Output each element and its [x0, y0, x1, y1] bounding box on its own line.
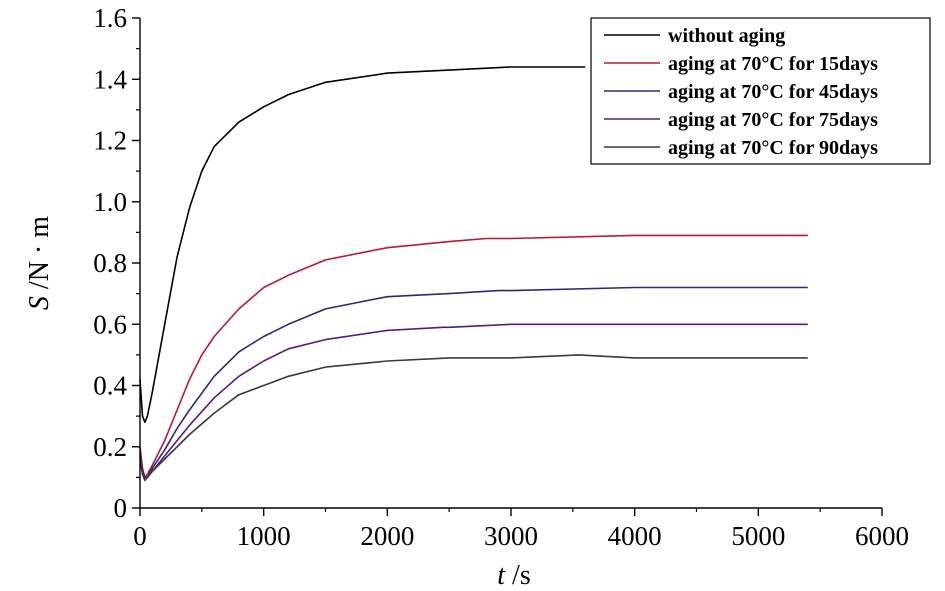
y-tick-label: 0: [114, 493, 128, 523]
legend: without aging aging at 70°C for 15days agi…: [590, 17, 931, 165]
x-axis-title-rest: /s: [505, 560, 531, 591]
x-tick-label: 2000: [360, 521, 414, 551]
x-tick-label: 6000: [855, 521, 909, 551]
y-axis-title: S /N · m: [24, 216, 55, 310]
y-tick-label: 0.8: [93, 248, 127, 278]
series-layer: [139, 66, 808, 482]
x-tick-label: 0: [133, 521, 147, 551]
y-tick-label: 1.6: [93, 3, 127, 33]
y-tick-label: 0.4: [93, 371, 127, 401]
legend-label-4: aging at 70°C for 75days: [668, 109, 878, 131]
series-line-5: [139, 354, 808, 482]
legend-label-5: aging at 70°C for 90days: [668, 137, 878, 159]
x-axis-title-italic: t: [497, 560, 506, 591]
legend-label-3: aging at 70°C for 45days: [668, 81, 878, 103]
y-tick-label: 0.2: [93, 432, 127, 462]
x-tick-label: 1000: [237, 521, 291, 551]
ticks-layer: [132, 17, 883, 516]
x-tick-label: 5000: [731, 521, 785, 551]
tick-labels-layer: 0 1000 2000 3000 4000 5000 6000 0 0.2 0.4 0.6 0.8 1.…: [93, 3, 909, 551]
legend-label-1: without aging: [668, 25, 785, 47]
y-tick-label: 0.6: [93, 309, 127, 339]
y-tick-label: 1.0: [93, 187, 127, 217]
x-axis-title: t /s: [497, 560, 530, 591]
legend-label-2: aging at 70°C for 15days: [668, 53, 878, 75]
y-tick-label: 1.2: [93, 126, 127, 156]
series-line-1: [139, 66, 586, 424]
y-axis-title-italic: S: [24, 296, 55, 310]
y-axis-title-rest: /N · m: [24, 216, 55, 296]
series-line-2: [139, 234, 808, 479]
x-tick-label: 4000: [608, 521, 662, 551]
y-tick-label: 1.4: [93, 64, 127, 94]
x-tick-label: 3000: [484, 521, 538, 551]
